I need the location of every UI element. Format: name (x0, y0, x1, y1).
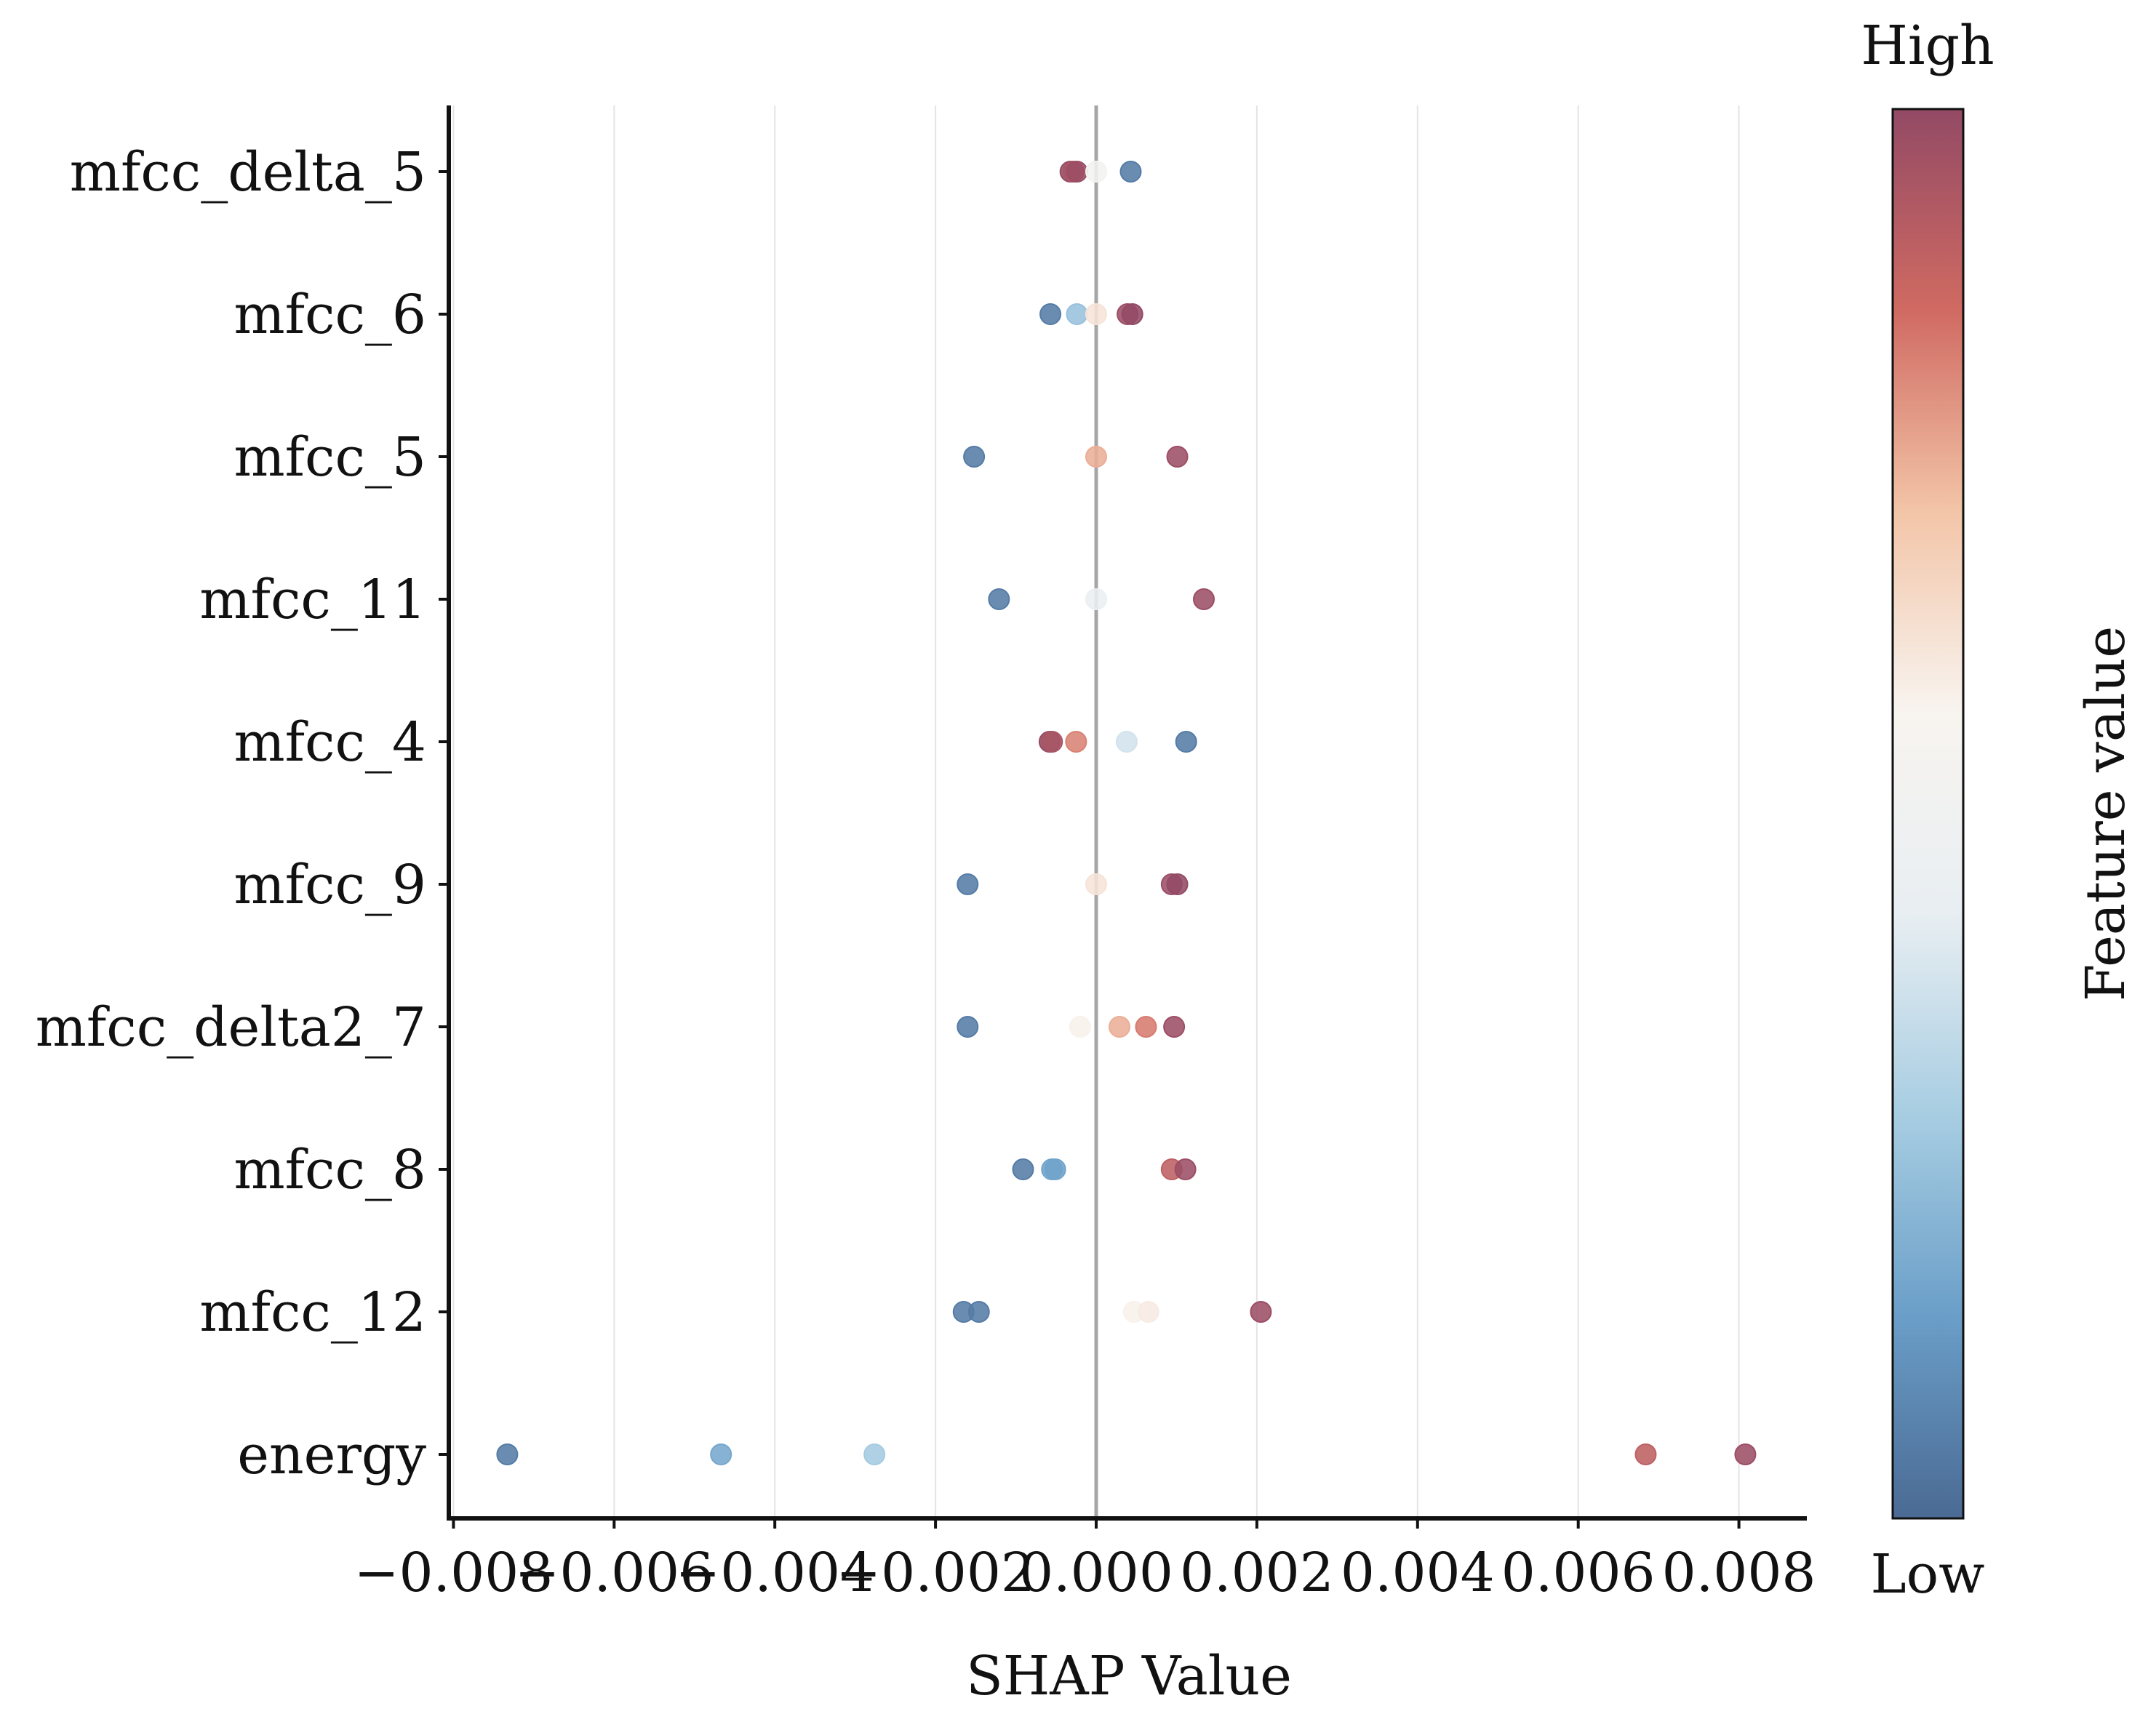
data-point (963, 446, 986, 468)
data-point (1634, 1443, 1657, 1465)
data-point (1085, 588, 1107, 610)
colorbar (1891, 108, 1965, 1520)
data-point (1085, 446, 1107, 468)
data-point (1115, 731, 1138, 753)
x-tick-label: 0.006 (1501, 1542, 1656, 1604)
data-point (1121, 303, 1143, 325)
y-tick-label: mfcc_9 (233, 854, 426, 916)
data-point (988, 588, 1010, 610)
data-point (1250, 1301, 1272, 1323)
y-tick-label: energy (237, 1424, 426, 1486)
y-tick-label: mfcc_4 (233, 711, 426, 774)
x-gridlines (452, 105, 1740, 1518)
data-point (1085, 161, 1107, 183)
data-point (1174, 1158, 1197, 1180)
x-axis-label: SHAP Value (966, 1645, 1292, 1707)
data-point (1175, 731, 1197, 753)
axes (447, 105, 1807, 1521)
data-point (1012, 1158, 1034, 1180)
x-tick-label: 0.004 (1341, 1542, 1495, 1604)
x-tick-label: −0.004 (675, 1542, 874, 1604)
data-point (1163, 1016, 1186, 1038)
data-point (1193, 588, 1215, 610)
data-points (496, 161, 1757, 1465)
data-point (1069, 1016, 1091, 1038)
data-point (1066, 303, 1088, 325)
data-point (1734, 1443, 1757, 1465)
x-tick-label: −0.002 (836, 1542, 1035, 1604)
data-point (1039, 303, 1062, 325)
data-point (1119, 161, 1142, 183)
data-point (957, 1016, 979, 1038)
data-point (967, 1301, 990, 1323)
y-tick-label: mfcc_delta2_7 (36, 996, 426, 1059)
x-tick-label: −0.006 (514, 1542, 714, 1604)
x-tick-label: 0.000 (1019, 1542, 1173, 1604)
data-point (496, 1443, 519, 1465)
data-point (1137, 1301, 1159, 1323)
data-point (1065, 731, 1087, 753)
data-point (1041, 731, 1063, 753)
x-tick-label: −0.008 (354, 1542, 553, 1604)
y-tick-labels: mfcc_delta_5 mfcc_6 mfcc_5 mfcc_11 mfcc_4mfc… (36, 141, 449, 1486)
colorbar-title: Feature value (2075, 626, 2137, 1001)
x-tick-label: 0.002 (1180, 1542, 1334, 1604)
data-point (1085, 303, 1107, 325)
y-tick-label: mfcc_12 (199, 1281, 426, 1344)
y-tick-label: mfcc_5 (233, 426, 426, 489)
y-tick-label: mfcc_delta_5 (70, 141, 426, 204)
data-point (1166, 873, 1189, 895)
y-tick-label: mfcc_11 (199, 569, 426, 631)
data-point (863, 1443, 886, 1465)
y-tick-label: mfcc_8 (233, 1139, 426, 1201)
data-point (957, 873, 979, 895)
data-point (1066, 161, 1088, 183)
data-point (1135, 1016, 1157, 1038)
data-point (1109, 1016, 1131, 1038)
data-point (1044, 1158, 1066, 1180)
y-tick-label: mfcc_6 (233, 284, 426, 346)
x-tick-label: 0.008 (1662, 1542, 1816, 1604)
data-point (1166, 446, 1189, 468)
data-point (1085, 873, 1107, 895)
data-point (710, 1443, 732, 1465)
colorbar-low-label: Low (1870, 1543, 1984, 1606)
colorbar-high-label: High (1861, 15, 1994, 77)
